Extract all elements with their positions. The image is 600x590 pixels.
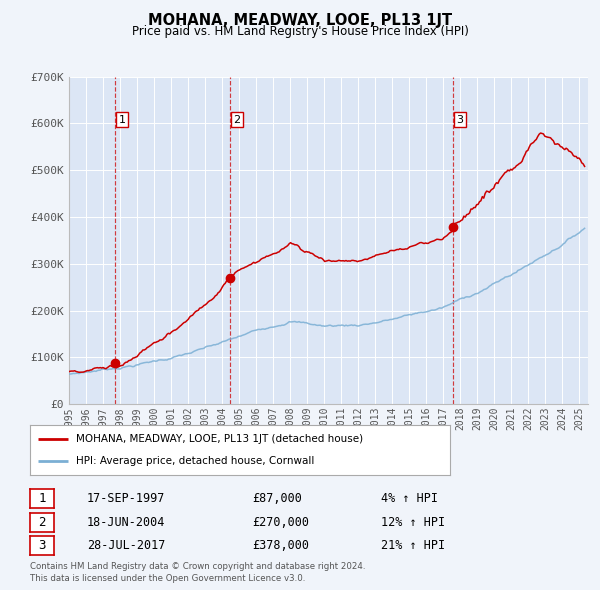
Text: 3: 3 xyxy=(456,114,463,124)
Text: Price paid vs. HM Land Registry's House Price Index (HPI): Price paid vs. HM Land Registry's House … xyxy=(131,25,469,38)
Text: 2: 2 xyxy=(233,114,241,124)
Text: 1: 1 xyxy=(38,492,46,505)
Text: This data is licensed under the Open Government Licence v3.0.: This data is licensed under the Open Gov… xyxy=(30,574,305,583)
Text: Contains HM Land Registry data © Crown copyright and database right 2024.: Contains HM Land Registry data © Crown c… xyxy=(30,562,365,571)
Text: 3: 3 xyxy=(38,539,46,552)
Text: 21% ↑ HPI: 21% ↑ HPI xyxy=(381,539,445,552)
Text: 18-JUN-2004: 18-JUN-2004 xyxy=(87,516,166,529)
Text: £87,000: £87,000 xyxy=(252,492,302,505)
Text: 2: 2 xyxy=(38,516,46,529)
Text: MOHANA, MEADWAY, LOOE, PL13 1JT: MOHANA, MEADWAY, LOOE, PL13 1JT xyxy=(148,13,452,28)
Text: 1: 1 xyxy=(119,114,125,124)
Text: 28-JUL-2017: 28-JUL-2017 xyxy=(87,539,166,552)
Text: £270,000: £270,000 xyxy=(252,516,309,529)
Text: 12% ↑ HPI: 12% ↑ HPI xyxy=(381,516,445,529)
Text: £378,000: £378,000 xyxy=(252,539,309,552)
Text: 17-SEP-1997: 17-SEP-1997 xyxy=(87,492,166,505)
Text: MOHANA, MEADWAY, LOOE, PL13 1JT (detached house): MOHANA, MEADWAY, LOOE, PL13 1JT (detache… xyxy=(76,434,364,444)
Text: 4% ↑ HPI: 4% ↑ HPI xyxy=(381,492,438,505)
Text: HPI: Average price, detached house, Cornwall: HPI: Average price, detached house, Corn… xyxy=(76,456,314,466)
